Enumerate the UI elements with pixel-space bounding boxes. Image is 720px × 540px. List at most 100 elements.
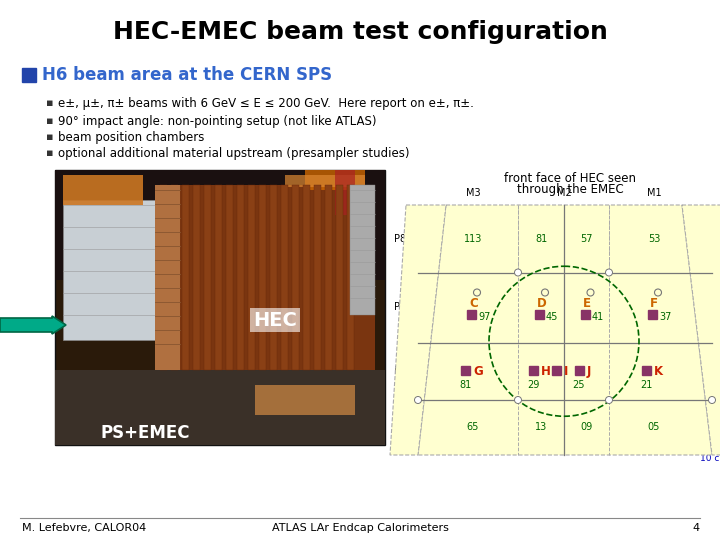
Text: J: J xyxy=(587,364,591,378)
Text: H6 beam area at the CERN SPS: H6 beam area at the CERN SPS xyxy=(42,66,332,84)
Circle shape xyxy=(606,396,613,403)
Text: K: K xyxy=(654,364,663,378)
Bar xyxy=(303,185,310,370)
Text: 97: 97 xyxy=(478,312,490,321)
Text: through the EMEC: through the EMEC xyxy=(517,184,624,197)
Bar xyxy=(336,185,343,370)
Text: 10 cm: 10 cm xyxy=(700,454,720,463)
Polygon shape xyxy=(682,205,720,455)
Text: 65: 65 xyxy=(467,422,480,433)
Bar xyxy=(55,370,385,445)
Text: D: D xyxy=(537,297,546,310)
Bar xyxy=(226,185,233,370)
Text: I: I xyxy=(564,364,568,378)
Circle shape xyxy=(415,396,421,403)
Text: 81: 81 xyxy=(459,380,471,390)
Text: 45: 45 xyxy=(546,312,559,321)
Text: 21: 21 xyxy=(640,380,652,390)
Text: HEC: HEC xyxy=(253,310,297,329)
Bar xyxy=(347,185,354,370)
Text: e±, μ±, π± beams with 6 GeV ≤ E ≤ 200 GeV.  Here report on e±, π±.: e±, μ±, π± beams with 6 GeV ≤ E ≤ 200 Ge… xyxy=(58,97,474,110)
Text: 41: 41 xyxy=(592,312,604,321)
Text: 13: 13 xyxy=(535,422,547,433)
Bar xyxy=(259,185,266,370)
Text: C: C xyxy=(469,297,478,310)
Text: ▪: ▪ xyxy=(46,148,53,158)
Bar xyxy=(335,170,355,215)
Text: M. Lefebvre, CALOR04: M. Lefebvre, CALOR04 xyxy=(22,523,146,533)
Bar xyxy=(55,170,385,445)
Circle shape xyxy=(606,269,613,276)
Bar xyxy=(314,185,321,370)
Bar xyxy=(63,200,158,340)
Text: 05: 05 xyxy=(648,422,660,433)
Bar xyxy=(575,366,583,375)
Bar xyxy=(55,170,385,280)
Text: ATLAS LAr Endcap Calorimeters: ATLAS LAr Endcap Calorimeters xyxy=(271,523,449,533)
Text: 25: 25 xyxy=(572,380,585,390)
Circle shape xyxy=(708,396,716,403)
Bar xyxy=(182,185,189,370)
Text: P2: P2 xyxy=(394,422,406,433)
Bar xyxy=(215,185,222,370)
Text: P8: P8 xyxy=(394,234,406,244)
Text: 57: 57 xyxy=(580,234,593,244)
Text: 4: 4 xyxy=(693,523,700,533)
Text: F: F xyxy=(650,297,658,310)
Bar xyxy=(648,309,657,319)
FancyArrow shape xyxy=(0,316,66,334)
Bar xyxy=(642,366,651,375)
Bar xyxy=(467,309,476,319)
Text: M1: M1 xyxy=(647,188,661,198)
Text: beam position chambers: beam position chambers xyxy=(58,131,204,144)
Bar xyxy=(155,185,180,370)
Text: ▪: ▪ xyxy=(46,98,53,108)
Text: G: G xyxy=(473,364,482,378)
Bar xyxy=(580,309,590,319)
Text: 113: 113 xyxy=(464,234,482,244)
Bar xyxy=(248,185,255,370)
Text: P6: P6 xyxy=(394,302,406,313)
Text: ▪: ▪ xyxy=(46,116,53,126)
Bar xyxy=(281,185,288,370)
Circle shape xyxy=(515,269,521,276)
Text: HEC-EMEC beam test configuration: HEC-EMEC beam test configuration xyxy=(112,20,608,44)
Circle shape xyxy=(515,396,521,403)
Polygon shape xyxy=(418,205,712,455)
Polygon shape xyxy=(22,68,36,82)
Text: H: H xyxy=(541,364,551,378)
Bar xyxy=(270,185,277,370)
Text: front face of HEC seen: front face of HEC seen xyxy=(504,172,636,185)
Bar xyxy=(193,185,200,370)
Bar xyxy=(255,385,355,415)
Text: M3: M3 xyxy=(466,188,480,198)
Bar xyxy=(529,366,538,375)
Bar xyxy=(552,366,561,375)
Polygon shape xyxy=(390,205,446,455)
Text: 81: 81 xyxy=(535,234,547,244)
Bar xyxy=(461,366,470,375)
Bar xyxy=(292,185,299,370)
Text: 37: 37 xyxy=(659,312,671,321)
Text: P4: P4 xyxy=(394,366,406,376)
Bar xyxy=(350,185,375,315)
Text: ▪: ▪ xyxy=(46,132,53,142)
Bar xyxy=(171,185,178,370)
Text: 29: 29 xyxy=(527,380,539,390)
Text: optional additional material upstream (presampler studies): optional additional material upstream (p… xyxy=(58,146,410,159)
Bar xyxy=(285,175,365,187)
Bar xyxy=(325,185,332,370)
Text: 53: 53 xyxy=(648,234,660,244)
Bar xyxy=(160,185,167,370)
Text: E: E xyxy=(582,297,590,310)
Bar xyxy=(535,309,544,319)
Text: 09: 09 xyxy=(580,422,593,433)
Text: M2: M2 xyxy=(557,188,572,198)
Bar xyxy=(237,185,244,370)
Bar xyxy=(63,175,143,205)
Text: 90° impact angle: non-pointing setup (not like ATLAS): 90° impact angle: non-pointing setup (no… xyxy=(58,114,377,127)
Bar xyxy=(305,170,365,190)
Bar xyxy=(204,185,211,370)
Bar xyxy=(155,185,375,370)
Text: PS+EMEC: PS+EMEC xyxy=(100,424,190,442)
